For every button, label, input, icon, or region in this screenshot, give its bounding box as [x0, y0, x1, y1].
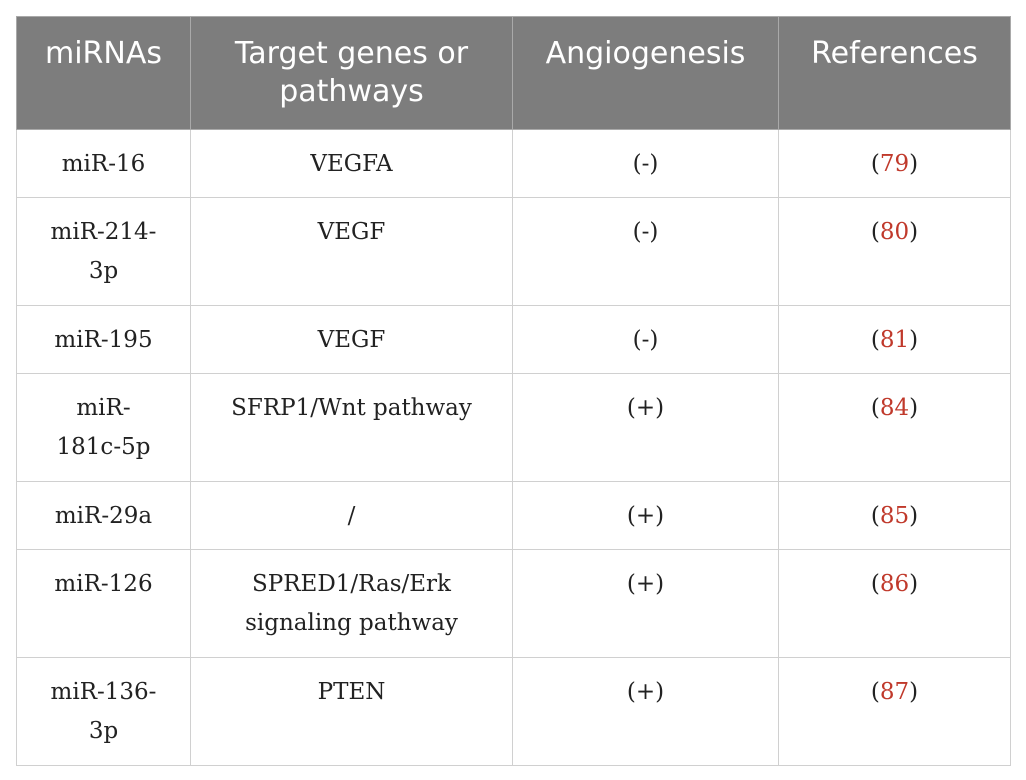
reference-cell: (84) — [778, 373, 1011, 482]
target-cell: / — [190, 481, 513, 550]
angiogenesis-cell: (+) — [512, 481, 779, 550]
reference-cell: (79) — [778, 129, 1011, 198]
angiogenesis-cell: (-) — [512, 305, 779, 374]
header-mirnas: miRNAs — [16, 16, 191, 130]
mirna-angiogenesis-table: miRNAs Target genes or pathways Angiogen… — [16, 16, 1011, 766]
table-row: miR-214-3p VEGF (-) (80) — [16, 197, 1011, 306]
reference-link[interactable]: 84 — [879, 395, 910, 421]
reference-paren-close: ) — [909, 503, 919, 529]
mirna-cell: miR-214-3p — [16, 197, 191, 306]
target-cell: VEGFA — [190, 129, 513, 198]
mirna-cell: miR-136-3p — [16, 657, 191, 766]
mirna-cell: miR-126 — [16, 549, 191, 658]
reference-paren-open: ( — [870, 151, 880, 177]
reference-cell: (80) — [778, 197, 1011, 306]
angiogenesis-cell: (+) — [512, 657, 779, 766]
angiogenesis-cell: (+) — [512, 373, 779, 482]
table-row: miR-126 SPRED1/Ras/Erk signaling pathway… — [16, 549, 1011, 658]
target-cell: SPRED1/Ras/Erk signaling pathway — [190, 549, 513, 658]
reference-link[interactable]: 86 — [879, 571, 910, 597]
reference-link[interactable]: 80 — [879, 219, 910, 245]
target-cell: PTEN — [190, 657, 513, 766]
target-cell: VEGF — [190, 197, 513, 306]
table-row: miR-195 VEGF (-) (81) — [16, 305, 1011, 374]
reference-paren-open: ( — [870, 219, 880, 245]
table-row: miR-16 VEGFA (-) (79) — [16, 129, 1011, 198]
target-cell: SFRP1/Wnt pathway — [190, 373, 513, 482]
reference-cell: (85) — [778, 481, 1011, 550]
reference-link[interactable]: 79 — [879, 151, 910, 177]
reference-cell: (81) — [778, 305, 1011, 374]
reference-paren-open: ( — [870, 571, 880, 597]
mirna-cell: miR-16 — [16, 129, 191, 198]
table-row: miR-181c-5p SFRP1/Wnt pathway (+) (84) — [16, 373, 1011, 482]
table-row: miR-136-3p PTEN (+) (87) — [16, 657, 1011, 766]
reference-paren-close: ) — [909, 327, 919, 353]
reference-link[interactable]: 85 — [879, 503, 910, 529]
mirna-cell: miR-29a — [16, 481, 191, 550]
header-references: References — [778, 16, 1011, 130]
reference-paren-close: ) — [909, 219, 919, 245]
header-target-genes: Target genes or pathways — [190, 16, 513, 130]
angiogenesis-cell: (-) — [512, 197, 779, 306]
reference-paren-open: ( — [870, 395, 880, 421]
reference-cell: (86) — [778, 549, 1011, 658]
header-angiogenesis: Angiogenesis — [512, 16, 779, 130]
reference-paren-close: ) — [909, 571, 919, 597]
header-row: miRNAs Target genes or pathways Angiogen… — [16, 16, 1011, 130]
target-cell: VEGF — [190, 305, 513, 374]
table-row: miR-29a / (+) (85) — [16, 481, 1011, 550]
mirna-cell: miR-195 — [16, 305, 191, 374]
reference-paren-close: ) — [909, 679, 919, 705]
reference-link[interactable]: 81 — [879, 327, 910, 353]
reference-paren-open: ( — [870, 503, 880, 529]
angiogenesis-cell: (-) — [512, 129, 779, 198]
reference-paren-close: ) — [909, 151, 919, 177]
mirna-cell: miR-181c-5p — [16, 373, 191, 482]
reference-link[interactable]: 87 — [879, 679, 910, 705]
reference-paren-open: ( — [870, 679, 880, 705]
reference-paren-close: ) — [909, 395, 919, 421]
reference-cell: (87) — [778, 657, 1011, 766]
angiogenesis-cell: (+) — [512, 549, 779, 658]
reference-paren-open: ( — [870, 327, 880, 353]
